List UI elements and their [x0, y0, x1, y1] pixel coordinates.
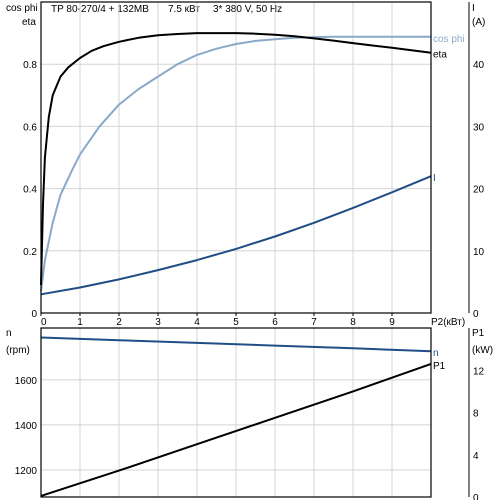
header-power: 7.5 кВт [168, 4, 200, 15]
series-n-label: n [433, 348, 439, 359]
top-left-axis-label-1: cos phi [6, 3, 38, 14]
bottom-frame [40, 327, 470, 498]
series-eta-line [40, 32, 432, 286]
top-x-tick-label: 8 [350, 317, 356, 328]
series-i-line [40, 175, 432, 296]
top-frame [40, 1, 470, 314]
bottom-left-axis-label-2: (rpm) [6, 345, 30, 356]
top-x-axis-ticks: 0 1 2 3 4 5 6 7 8 9 [40, 313, 395, 328]
bottom-right-axis-label-2: (kW) [472, 345, 493, 356]
series-eta-label: eta [433, 50, 447, 61]
top-left-tick-label: 0.8 [23, 60, 37, 71]
header-supply: 3* 380 V, 50 Hz [213, 4, 282, 15]
top-x-tick-label: 3 [155, 317, 161, 328]
top-x-tick-label: 4 [194, 317, 200, 328]
top-x-tick-label: 6 [272, 317, 278, 328]
top-right-tick-label: 20 [473, 185, 485, 196]
series-p1-line [40, 362, 432, 497]
top-x-tick-label: 5 [233, 317, 239, 328]
top-series: cos phi eta I [40, 32, 465, 296]
efficiency-panel: 0 1 2 3 4 5 6 7 8 9 0 0.2 0.4 0.6 0.8 0 10 20 30 40 cos p… [6, 1, 485, 328]
series-cos-phi-label: cos phi [433, 34, 465, 45]
top-left-tick-label: 0 [31, 309, 37, 320]
series-p1-label: P1 [433, 361, 446, 372]
bottom-right-tick-label: 12 [473, 366, 485, 377]
bottom-right-axis-label-1: P1 [472, 328, 485, 339]
bottom-left-tick-label: 1600 [15, 376, 38, 387]
series-i-label: I [433, 173, 436, 184]
top-right-tick-label: 40 [473, 60, 485, 71]
top-grid [41, 2, 431, 313]
bottom-right-tick-label: 8 [473, 409, 479, 420]
bottom-right-tick-label: 0 [473, 493, 479, 500]
top-plot-frame [40, 1, 432, 314]
header-model: TP 80-270/4 + 132MB [51, 4, 149, 15]
series-n-line [40, 336, 432, 353]
bottom-left-tick-label: 1200 [15, 466, 38, 477]
top-left-axis-ticks: 0 0.2 0.4 0.6 0.8 [23, 60, 37, 320]
top-right-tick-label: 30 [473, 122, 485, 133]
top-right-tick-label: 10 [473, 247, 485, 258]
top-right-axis-label-1: I [472, 3, 475, 14]
bottom-left-axis-ticks: 1200 1400 1600 [15, 376, 38, 477]
speed-power-panel: 1200 1400 1600 0 4 8 12 n P1 n (rpm) P1 (kW) [6, 327, 493, 500]
top-x-axis-label: P2(кВт) [431, 317, 465, 328]
bottom-grid [41, 328, 431, 497]
top-x-tick-label: 0 [41, 317, 47, 328]
bottom-series: n P1 [40, 336, 446, 497]
series-cos-phi-line [40, 35, 431, 292]
top-right-tick-label: 0 [473, 309, 479, 320]
top-x-tick-label: 7 [311, 317, 317, 328]
top-right-axis-ticks: 0 10 20 30 40 [473, 60, 485, 320]
top-x-tick-label: 9 [389, 317, 395, 328]
top-left-tick-label: 0.6 [23, 122, 37, 133]
top-right-axis-label-2: (A) [472, 17, 485, 28]
top-left-axis-label-2: eta [22, 17, 36, 28]
bottom-plot-frame [40, 327, 432, 498]
chart-header: TP 80-270/4 + 132MB 7.5 кВт 3* 380 V, 50… [51, 4, 282, 15]
top-x-tick-label: 2 [116, 317, 122, 328]
bottom-right-tick-label: 4 [473, 451, 479, 462]
top-left-tick-label: 0.4 [23, 185, 37, 196]
top-x-tick-label: 1 [77, 317, 83, 328]
top-left-tick-label: 0.2 [23, 247, 37, 258]
bottom-left-axis-label-1: n [6, 328, 12, 339]
bottom-left-tick-label: 1400 [15, 421, 38, 432]
bottom-right-axis-ticks: 0 4 8 12 [473, 366, 485, 500]
